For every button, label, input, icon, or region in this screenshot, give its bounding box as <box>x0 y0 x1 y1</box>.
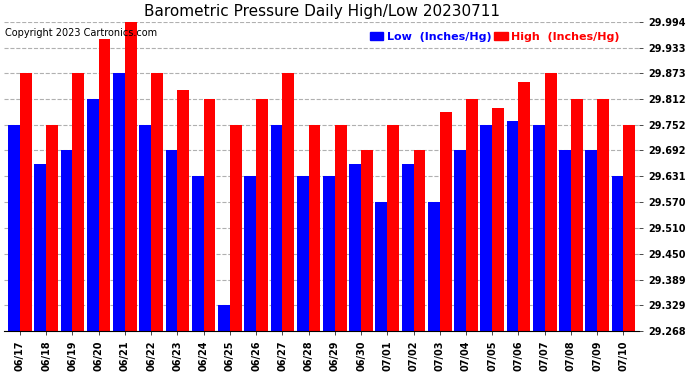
Bar <box>402 164 413 331</box>
Bar <box>506 121 518 331</box>
Legend: Low  (Inches/Hg), High  (Inches/Hg): Low (Inches/Hg), High (Inches/Hg) <box>366 27 624 46</box>
Bar <box>585 150 598 331</box>
Bar <box>308 125 320 331</box>
Bar <box>20 73 32 331</box>
Bar <box>125 22 137 331</box>
Bar <box>218 305 230 331</box>
Bar <box>335 125 346 331</box>
Bar <box>270 125 282 331</box>
Bar <box>454 150 466 331</box>
Bar <box>139 125 151 331</box>
Bar <box>466 99 477 331</box>
Bar <box>375 202 387 331</box>
Bar <box>87 99 99 331</box>
Bar <box>46 125 58 331</box>
Bar <box>113 73 125 331</box>
Bar <box>72 73 84 331</box>
Bar <box>151 73 163 331</box>
Bar <box>61 150 72 331</box>
Bar <box>518 82 531 331</box>
Bar <box>428 202 440 331</box>
Bar <box>8 125 20 331</box>
Bar <box>611 177 624 331</box>
Bar <box>192 177 204 331</box>
Bar <box>598 99 609 331</box>
Bar <box>544 73 557 331</box>
Bar <box>99 39 110 331</box>
Bar <box>204 99 215 331</box>
Bar <box>297 177 308 331</box>
Bar <box>492 108 504 331</box>
Bar <box>387 125 399 331</box>
Bar <box>177 90 189 331</box>
Bar <box>34 164 46 331</box>
Bar <box>440 112 451 331</box>
Text: Copyright 2023 Cartronics.com: Copyright 2023 Cartronics.com <box>6 28 157 38</box>
Bar <box>361 150 373 331</box>
Bar <box>166 150 177 331</box>
Bar <box>349 164 361 331</box>
Bar <box>230 125 241 331</box>
Title: Barometric Pressure Daily High/Low 20230711: Barometric Pressure Daily High/Low 20230… <box>144 4 500 19</box>
Bar <box>282 73 294 331</box>
Bar <box>624 125 635 331</box>
Bar <box>559 150 571 331</box>
Bar <box>533 125 544 331</box>
Bar <box>323 177 335 331</box>
Bar <box>244 177 256 331</box>
Bar <box>480 125 492 331</box>
Bar <box>571 99 583 331</box>
Bar <box>256 99 268 331</box>
Bar <box>413 150 425 331</box>
